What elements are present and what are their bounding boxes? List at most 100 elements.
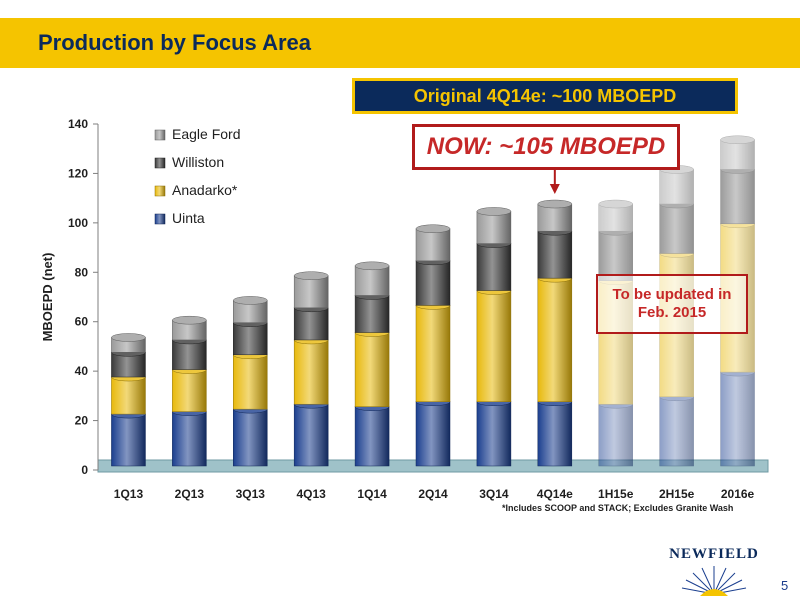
- sunburst-icon: [681, 566, 747, 596]
- bar-cap: [293, 271, 329, 280]
- bar-stack-4Q13: [293, 271, 329, 467]
- bar-segment-anadarko-1Q13: [111, 376, 146, 415]
- legend-item-uinta: Uinta: [154, 210, 205, 226]
- page-number: 5: [781, 578, 789, 593]
- header-bar: [0, 18, 800, 68]
- legend-label: Uinta: [172, 210, 205, 226]
- legend-label: Williston: [172, 154, 224, 170]
- bar-stack-1Q14: [354, 261, 390, 467]
- legend-swatch: [154, 157, 166, 169]
- bar-cap: [720, 135, 755, 145]
- bar-stack-2Q14: [415, 224, 451, 467]
- bar-cap: [172, 315, 207, 325]
- bar-stack-3Q14: [476, 207, 512, 467]
- arrow-head: [549, 184, 560, 194]
- bar-segment-anadarko-4Q13: [293, 339, 329, 405]
- bar-segment-williston-4Q13: [293, 307, 329, 341]
- bar-segment-eagle-ford-2H15e: [659, 169, 694, 205]
- bar-segment-uinta-1Q14: [354, 406, 390, 467]
- legend: Eagle Ford Williston Anadarko* Uinta: [154, 126, 240, 226]
- bar-cap: [415, 224, 451, 233]
- y-tick-label: 20: [75, 414, 89, 428]
- bar-cap: [354, 261, 390, 271]
- y-tick-label: 140: [68, 117, 88, 131]
- axes: 0 20 40 60 80 100 120 140 1Q13 2Q13 3Q13 4Q13 1Q14 2Q…: [40, 117, 755, 501]
- now-forecast-callout: NOW: ~105 MBOEPD: [412, 124, 680, 170]
- bar-segment-anadarko-4Q14e: [537, 277, 573, 402]
- bar-stack-4Q14e: [537, 199, 573, 467]
- bar-segment-uinta-2Q14: [415, 401, 451, 467]
- bar-segment-williston-1H15e: [598, 230, 633, 281]
- slide-title: Production by Focus Area: [38, 30, 312, 55]
- legend-swatch: [154, 213, 166, 225]
- bar-segment-anadarko-2Q14: [415, 305, 451, 402]
- x-tick-label: 3Q13: [236, 487, 266, 501]
- footnote: *Includes SCOOP and STACK; Excludes Gran…: [502, 503, 734, 513]
- bar-cap: [598, 199, 633, 209]
- bar-segment-uinta-3Q14: [476, 401, 512, 467]
- callout-arrow: [549, 170, 560, 194]
- legend-swatch: [154, 185, 166, 197]
- bar-stack-2Q13: [172, 315, 207, 467]
- bar-segment-eagle-ford-1H15e: [598, 203, 633, 232]
- bar-segment-anadarko-1Q14: [354, 332, 390, 407]
- x-tick-label: 2Q14: [418, 487, 448, 501]
- bar-segment-uinta-4Q14e: [537, 401, 573, 467]
- bar-segment-williston-1Q14: [354, 295, 390, 333]
- bar-cap: [537, 199, 573, 209]
- bar-segment-williston-2H15e: [659, 203, 694, 254]
- bar-cap: [233, 296, 268, 305]
- bar-segment-anadarko-2Q13: [172, 369, 207, 412]
- legend-item-anadarko: Anadarko*: [154, 182, 238, 198]
- x-tick-label: 1H15e: [598, 487, 634, 501]
- x-tick-label: 4Q14e: [537, 487, 573, 501]
- bar-segment-eagle-ford-1Q14: [354, 265, 390, 296]
- logo-wordmark: NEWFIELD: [669, 546, 759, 562]
- bar-segment-uinta-1Q13: [111, 413, 146, 467]
- x-tick-label: 3Q14: [479, 487, 509, 501]
- x-tick-label: 2016e: [721, 487, 755, 501]
- y-tick-label: 0: [81, 463, 88, 477]
- bar-segment-williston-2Q14: [415, 260, 451, 306]
- legend-item-williston: Williston: [154, 154, 224, 170]
- legend-label: Anadarko*: [172, 182, 238, 198]
- bar-segment-uinta-3Q13: [233, 408, 268, 467]
- legend-item-eagle-ford: Eagle Ford: [154, 126, 240, 142]
- bar-segment-eagle-ford-4Q13: [293, 275, 329, 309]
- bar-segment-eagle-ford-4Q14e: [537, 203, 573, 232]
- bar-segment-uinta-1H15e: [598, 403, 633, 467]
- bar-segment-anadarko-3Q13: [233, 354, 268, 410]
- x-tick-label: 2Q13: [175, 487, 205, 501]
- y-axis-label: MBOEPD (net): [40, 253, 55, 342]
- bar-segment-uinta-2H15e: [659, 396, 694, 467]
- y-tick-label: 120: [68, 166, 88, 180]
- bar-stack-1Q13: [111, 333, 146, 467]
- x-tick-label: 1Q13: [114, 487, 144, 501]
- x-tick-label: 1Q14: [357, 487, 387, 501]
- bar-segment-uinta-2016e: [720, 371, 755, 467]
- bar-segment-williston-4Q14e: [537, 230, 573, 279]
- bar-cap: [111, 333, 146, 342]
- original-forecast-callout: Original 4Q14e: ~100 MBOEPD: [352, 78, 738, 114]
- bar-segment-anadarko-3Q14: [476, 290, 512, 402]
- y-tick-label: 40: [75, 364, 89, 378]
- x-tick-label: 4Q13: [297, 487, 327, 501]
- bar-segment-williston-2Q13: [172, 339, 207, 370]
- update-note-callout: To be updated in Feb. 2015: [596, 274, 748, 334]
- bar-segment-uinta-2Q13: [172, 411, 207, 467]
- bar-segment-eagle-ford-3Q14: [476, 211, 512, 244]
- bar-cap: [476, 207, 512, 216]
- bar-stack-3Q13: [233, 296, 268, 467]
- bar-segment-williston-3Q14: [476, 243, 512, 291]
- y-tick-label: 80: [75, 265, 89, 279]
- y-tick-label: 100: [68, 216, 88, 230]
- x-tick-label: 2H15e: [659, 487, 695, 501]
- bar-segment-williston-2016e: [720, 169, 755, 225]
- bar-segment-uinta-4Q13: [293, 403, 329, 467]
- newfield-logo: NEWFIELD: [666, 546, 762, 598]
- bar-segment-williston-3Q13: [233, 322, 268, 356]
- legend-swatch: [154, 129, 166, 141]
- y-tick-label: 60: [75, 315, 89, 329]
- legend-label: Eagle Ford: [172, 126, 240, 142]
- bar-segment-eagle-ford-2Q14: [415, 228, 451, 262]
